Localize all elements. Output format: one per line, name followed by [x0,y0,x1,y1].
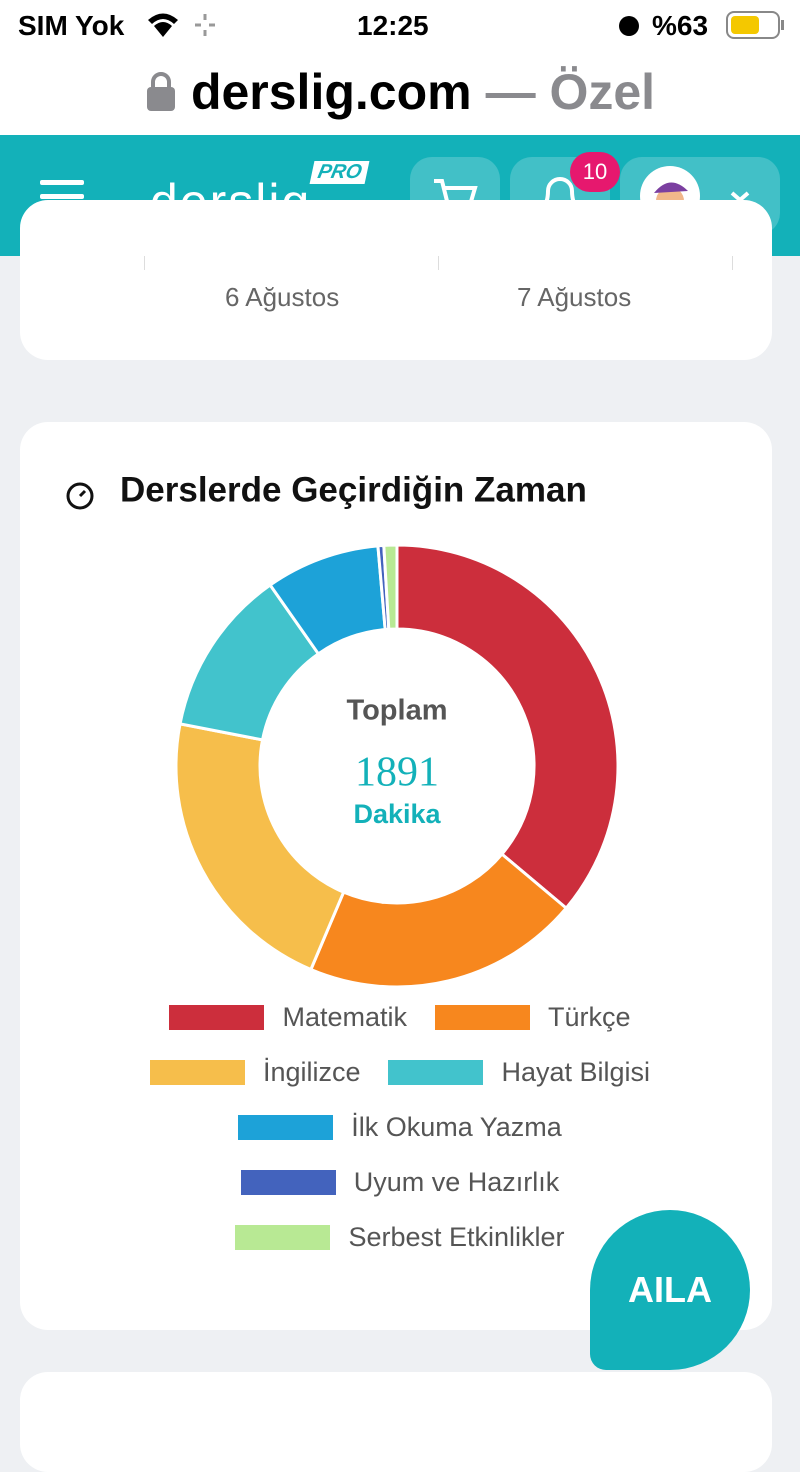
legend-label: Serbest Etkinlikler [348,1221,565,1252]
legend-item[interactable]: Serbest Etkinlikler [120,1221,680,1252]
donut-segment [308,851,569,989]
assistant-label: AILA [628,1269,712,1310]
legend-swatch [169,1004,265,1030]
legend-swatch [238,1114,334,1140]
center-unit: Dakika [353,799,441,829]
legend-label: Türkçe [548,1001,631,1032]
status-bar: SIM Yok 12:25 %63 [0,0,800,48]
legend-item[interactable]: Hayat Bilgisi [388,1056,651,1087]
url-domain: derslig.com [190,63,472,120]
legend-label: Uyum ve Hazırlık [353,1166,560,1197]
legend-swatch [240,1169,336,1195]
previous-card: 6 Ağustos 7 Ağustos [20,200,772,360]
legend-swatch [388,1059,484,1085]
clock: 12:25 [357,10,429,41]
notification-count: 10 [570,152,620,192]
battery-icon [726,11,784,39]
url-mode: — Özel [485,63,656,120]
timer-icon [66,482,94,510]
x-tick-label: 6 Ağustos [225,282,340,312]
legend-label: Hayat Bilgisi [501,1056,651,1087]
donut-segment [395,543,620,911]
lock-icon [146,71,175,111]
legend-swatch [149,1059,245,1085]
center-value: 1891 [355,750,439,796]
legend-label: Matematik [282,1001,407,1032]
carrier: SIM Yok [18,10,125,41]
chart-title: Derslerde Geçirdiğin Zaman [120,470,587,509]
legend-label: İngilizce [262,1056,361,1087]
wifi-icon [148,13,215,37]
legend-item[interactable]: İlk Okuma Yazma [120,1111,680,1142]
legend-item[interactable]: Türkçe [435,1001,631,1032]
next-card [20,1372,772,1472]
battery-text: %63 [652,10,709,41]
assistant-button[interactable]: AILA [590,1210,750,1370]
legend-label: İlk Okuma Yazma [351,1111,562,1142]
chart: Derslerde Geçirdiğin Zaman Toplam 1891 D… [66,470,620,989]
alarm-icon [619,16,639,36]
legend-item[interactable]: İngilizce [149,1056,361,1087]
url-bar[interactable]: derslig.com — Özel [0,48,800,135]
x-tick-label: 7 Ağustos [517,282,632,312]
legend-swatch [235,1224,331,1250]
legend: Matematik Türkçe İngilizce Hayat Bilgisi İlk… [120,1001,680,1252]
center-label: Toplam [347,695,448,727]
legend-swatch [435,1004,530,1030]
donut-segment [382,543,399,631]
legend-item[interactable]: Matematik [169,1001,407,1032]
legend-item[interactable]: Uyum ve Hazırlık [120,1166,680,1197]
donut-segment [174,722,346,972]
